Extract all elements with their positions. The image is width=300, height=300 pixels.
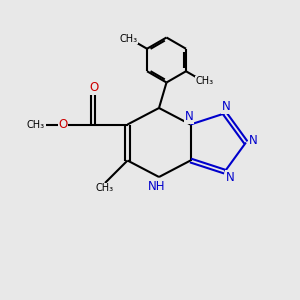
- Text: NH: NH: [148, 180, 165, 193]
- Text: N: N: [226, 170, 235, 184]
- Text: N: N: [184, 110, 194, 124]
- Text: O: O: [90, 81, 99, 94]
- Text: CH₃: CH₃: [27, 119, 45, 130]
- Text: N: N: [249, 134, 258, 148]
- Text: N: N: [222, 100, 231, 113]
- Text: O: O: [58, 118, 68, 131]
- Text: CH₃: CH₃: [120, 34, 138, 44]
- Text: CH₃: CH₃: [96, 183, 114, 194]
- Text: CH₃: CH₃: [195, 76, 213, 86]
